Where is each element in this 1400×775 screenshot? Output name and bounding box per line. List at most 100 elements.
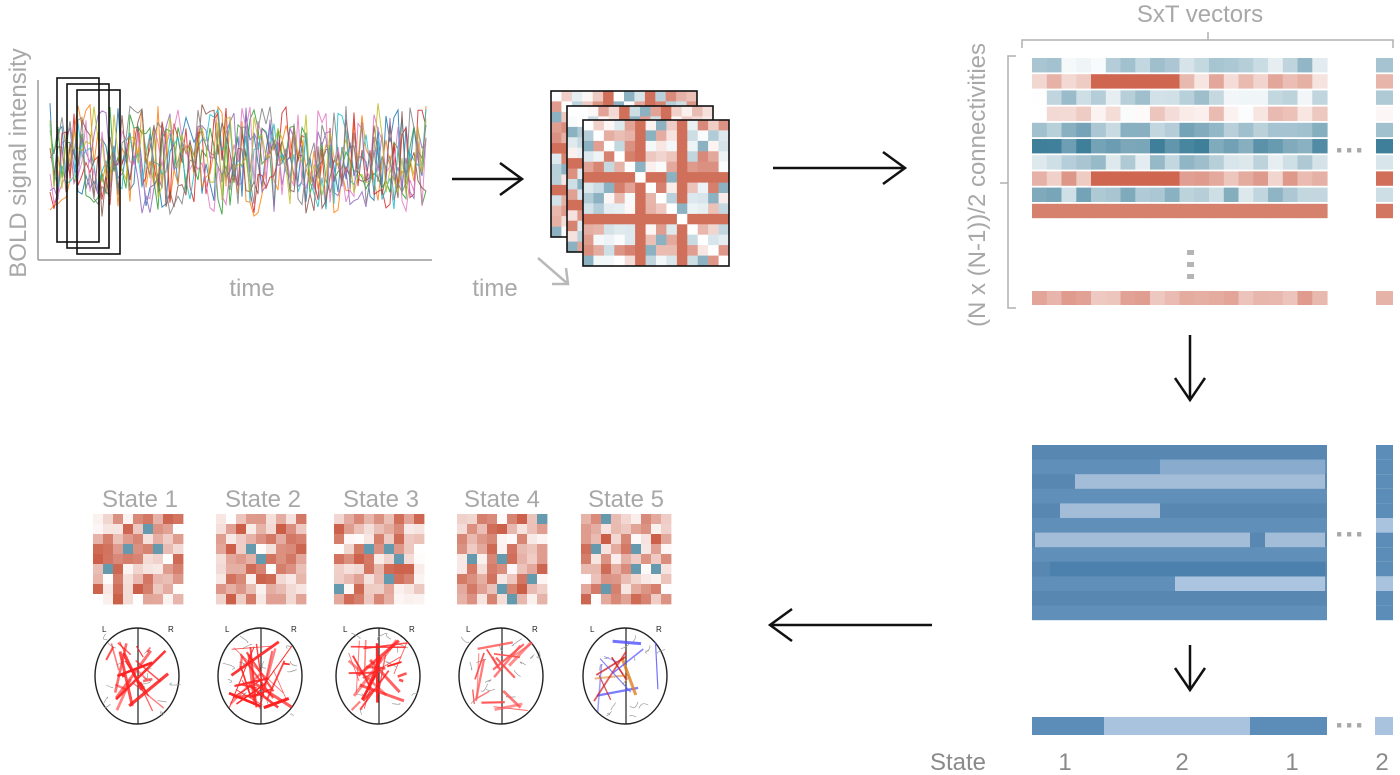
- state-matrix-cell: [601, 584, 612, 595]
- vector-row-segment: [1150, 139, 1166, 154]
- vector-row-segment: [1076, 187, 1092, 202]
- state-matrix-cell: [266, 514, 277, 525]
- state-matrix-cell: [93, 514, 104, 525]
- state-matrix-cell: [334, 574, 345, 585]
- state-matrix-cell: [591, 574, 602, 585]
- vector-row-segment: [1238, 58, 1254, 73]
- vector-row-segment: [1076, 155, 1092, 170]
- state-matrix-cell: [621, 544, 632, 555]
- vector-row-segment: [1253, 171, 1269, 186]
- state-matrix-cell: [143, 574, 154, 585]
- fc-front-cell: [624, 245, 636, 256]
- vector-row-segment: [1209, 106, 1225, 121]
- brain-edge: [273, 669, 287, 700]
- vector-row-segment: [1179, 139, 1195, 154]
- fc-front-cell: [697, 234, 709, 246]
- state-2-matrix: [216, 514, 307, 605]
- fc-front-cell: [603, 224, 615, 236]
- vector-row-segment: [1253, 122, 1269, 138]
- time-direction-arrow: [537, 257, 570, 286]
- state-matrix-cell: [226, 564, 237, 575]
- state-matrix-cell: [394, 594, 405, 605]
- state-matrix-cell: [581, 584, 592, 595]
- cluster-tail: [1376, 459, 1393, 475]
- fc-front-cell: [614, 151, 626, 163]
- vector-row-segment: [1312, 74, 1328, 89]
- vector-row-segment: [1150, 74, 1166, 89]
- clustering-rows: [1032, 445, 1393, 621]
- vector-row-segment: [1150, 155, 1166, 170]
- brain-right-label: R: [409, 625, 415, 634]
- fc-front-cell: [676, 120, 688, 131]
- fc-middle-cell: [567, 158, 578, 169]
- fc-middle-cell: [619, 106, 630, 117]
- state-segment-4: [1375, 717, 1393, 735]
- fc-front-cell: [656, 140, 667, 152]
- state-matrix-cell: [611, 514, 622, 525]
- state-matrix-cell: [457, 524, 468, 535]
- vector-row-segment: [1312, 187, 1328, 202]
- cluster-row-shade: [1032, 576, 1327, 591]
- fc-front-cell: [676, 140, 688, 152]
- fc-front-cell: [656, 224, 667, 236]
- fc-front-cell: [708, 130, 719, 142]
- state-matrix-cell: [507, 544, 518, 555]
- state-matrix-cell: [394, 544, 405, 555]
- state-matrix-cell: [497, 514, 508, 525]
- fc-front-cell: [624, 234, 636, 246]
- state-matrix-cell: [651, 594, 662, 605]
- vector-row-segment: [1076, 106, 1092, 121]
- brain-sulcus: [242, 644, 253, 649]
- brain-edge: [135, 660, 162, 683]
- state-matrix-cell: [631, 574, 642, 585]
- vector-row-segment: [1150, 171, 1166, 186]
- vector-row-segment: [1179, 203, 1195, 219]
- brain-edge: [477, 641, 514, 651]
- vector-row-segment: [1105, 122, 1122, 138]
- vector-row-segment: [1179, 187, 1195, 202]
- fc-front-cell: [666, 120, 678, 131]
- fc-front-cell: [593, 161, 605, 173]
- state-matrix-cell: [173, 584, 184, 595]
- brain-edge: [355, 640, 360, 693]
- state-matrix-cell: [163, 514, 174, 525]
- state-matrix-cell: [93, 574, 104, 585]
- cluster-band: [1265, 532, 1325, 548]
- state-matrix-cell: [581, 574, 592, 585]
- state-matrix-cell: [334, 594, 345, 605]
- state-matrix-cell: [641, 574, 652, 585]
- fc-front-cell: [645, 213, 657, 225]
- vector-row-segment: [1297, 203, 1313, 219]
- state-matrix-cell: [507, 554, 518, 565]
- vector-row-segment: [1150, 106, 1166, 121]
- state-matrix-cell: [374, 584, 385, 595]
- cluster-tail: [1376, 576, 1393, 591]
- fc-middle-cell: [671, 106, 683, 117]
- brain-right-label: R: [532, 625, 538, 634]
- vector-row-segment: [1297, 139, 1313, 154]
- fc-front-cell: [645, 182, 657, 194]
- brain-edge: [283, 662, 290, 666]
- state-matrix-cell: [364, 534, 375, 545]
- state-matrix-cell: [661, 554, 672, 565]
- brain-sulcus: [529, 654, 535, 659]
- brain-sulcus: [469, 661, 473, 671]
- brain-sulcus: [107, 642, 117, 649]
- fc-front-cell: [645, 172, 657, 183]
- state-matrix-cell: [661, 524, 672, 535]
- state-matrix-cell: [527, 594, 538, 605]
- fc-back-cell: [613, 91, 625, 102]
- fc-front-cell: [676, 161, 688, 173]
- state-matrix-cell: [517, 534, 528, 545]
- fc-front-cell: [656, 120, 667, 131]
- brain-sulcus: [513, 669, 521, 677]
- fc-front-cell: [603, 245, 615, 256]
- brain-sulcus: [351, 632, 361, 639]
- fc-back-cell: [561, 91, 573, 102]
- fc-front-cell: [603, 193, 615, 204]
- brain-edge: [368, 658, 401, 694]
- vector-row-segment: [1091, 155, 1107, 170]
- state-matrix-cell: [246, 524, 257, 535]
- vector-row-segment: [1120, 58, 1136, 73]
- vector-row-segment: [1209, 122, 1225, 138]
